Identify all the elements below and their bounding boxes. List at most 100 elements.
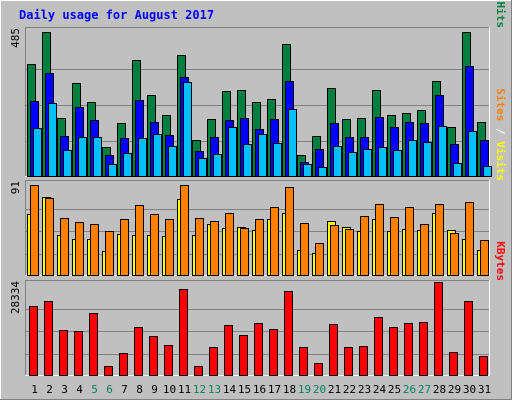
kbytes-panel-legend-entry: KBytes (494, 241, 507, 281)
sites-visits-panel-legend-entry: Visits (494, 141, 507, 181)
hits-files-pages-panel: 485 Pages / Files / Hits (9, 0, 507, 177)
pages-bar (78, 137, 87, 177)
pages-bar (93, 137, 102, 177)
sites-bar (165, 219, 174, 276)
sites-bar (75, 222, 84, 276)
kbytes-bar (89, 313, 98, 376)
kbytes-bar (194, 366, 203, 376)
x-axis-day-label: 13 (208, 383, 221, 396)
kbytes-bar (254, 323, 263, 376)
kbytes-bar (284, 291, 293, 376)
hits-files-pages-panel-ymax-label: 485 (9, 28, 22, 48)
x-axis-day-label: 28 (433, 383, 446, 396)
x-axis-day-label: 22 (343, 383, 356, 396)
hits-files-pages-panel-legend-entry: Hits (494, 2, 507, 29)
kbytes-bar (29, 306, 38, 376)
kbytes-bar (449, 352, 458, 376)
x-axis-day-label: 27 (418, 383, 431, 396)
x-axis-day-label: 8 (136, 383, 143, 396)
pages-bar (453, 163, 462, 177)
x-axis-day-label: 9 (151, 383, 158, 396)
sites-bar (480, 240, 489, 276)
sites-bar (435, 204, 444, 276)
sites-bar (180, 185, 189, 276)
chart-panels: 485 Pages / Files / Hits 91 Sites / Visits 2… (9, 0, 507, 376)
pages-bar (303, 164, 312, 177)
x-axis-day-label: 24 (373, 383, 387, 396)
x-axis-day-label: 29 (448, 383, 461, 396)
sites-bar (210, 221, 219, 276)
pages-bar (138, 138, 147, 177)
pages-bar (228, 127, 237, 177)
x-axis-day-label: 3 (61, 383, 68, 396)
x-axis-day-label: 30 (463, 383, 476, 396)
x-axis-tick-labels: 1 2 3 4 5 6 7 8 9 10 11 12 13 14 15 16 17 18 19 20 21 22 23 24 2… (31, 383, 491, 396)
kbytes-panel: 28334 KBytes (9, 241, 507, 376)
pages-bar (168, 146, 177, 177)
sites-visits-panel-ymax-label: 91 (9, 181, 22, 194)
sites-bar (315, 243, 324, 276)
pages-bar (153, 134, 162, 177)
pages-bar (468, 131, 477, 177)
kbytes-bar (374, 317, 383, 376)
pages-bar (198, 158, 207, 177)
kbytes-bar (404, 323, 413, 376)
x-axis-day-label: 1 (31, 383, 38, 396)
kbytes-bar (359, 346, 368, 376)
sites-bar (300, 223, 309, 276)
pages-bar (108, 164, 117, 177)
sites-visits-panel-legend-entry: Sites (494, 88, 507, 121)
pages-bar (408, 140, 417, 177)
pages-bar (63, 150, 72, 177)
x-axis-day-label: 7 (121, 383, 128, 396)
sites-bar (285, 187, 294, 276)
sites-bar (345, 229, 354, 276)
sites-visits-panel: 91 Sites / Visits (9, 88, 507, 276)
pages-bar (258, 134, 267, 177)
x-axis-day-label: 17 (268, 383, 281, 396)
kbytes-bar (149, 336, 158, 376)
sites-bar (390, 217, 399, 276)
sites-bar (375, 204, 384, 276)
sites-bar (450, 233, 459, 276)
sites-bar (90, 224, 99, 276)
sites-bar (225, 213, 234, 276)
kbytes-bar (464, 301, 473, 376)
pages-bar (33, 128, 42, 177)
x-axis-day-label: 5 (91, 383, 98, 396)
x-axis-day-label: 20 (313, 383, 326, 396)
kbytes-bar (389, 327, 398, 376)
pages-bar (378, 147, 387, 177)
kbytes-bar (419, 322, 428, 376)
x-axis-day-label: 6 (106, 383, 113, 396)
kbytes-bar (239, 335, 248, 376)
kbytes-bar (329, 324, 338, 376)
pages-bar (273, 143, 282, 177)
kbytes-bar (434, 282, 443, 376)
x-axis-day-label: 11 (178, 383, 191, 396)
x-axis-day-label: 4 (76, 383, 83, 396)
pages-bar (438, 126, 447, 177)
hits-files-pages-panel-legend-entry: / (494, 0, 507, 2)
pages-bar (318, 167, 327, 177)
x-axis-day-label: 15 (238, 383, 251, 396)
x-axis-day-label: 2 (46, 383, 53, 396)
x-axis-day-label: 31 (478, 383, 491, 396)
x-axis-day-label: 14 (223, 383, 237, 396)
sites-bar (30, 185, 39, 276)
kbytes-bar (119, 353, 128, 376)
x-axis-day-label: 19 (298, 383, 311, 396)
pages-bar (483, 166, 492, 177)
sites-bar (330, 225, 339, 276)
kbytes-bar (314, 363, 323, 376)
x-axis-day-label: 21 (328, 383, 341, 396)
x-axis-day-label: 16 (253, 383, 266, 396)
kbytes-bar (164, 345, 173, 376)
pages-bar (288, 109, 297, 177)
x-axis-day-label: 18 (283, 383, 296, 396)
hits-files-pages-panel-legend: Pages / Files / Hits (494, 0, 507, 28)
kbytes-bar (44, 301, 53, 376)
sites-bar (255, 219, 264, 276)
